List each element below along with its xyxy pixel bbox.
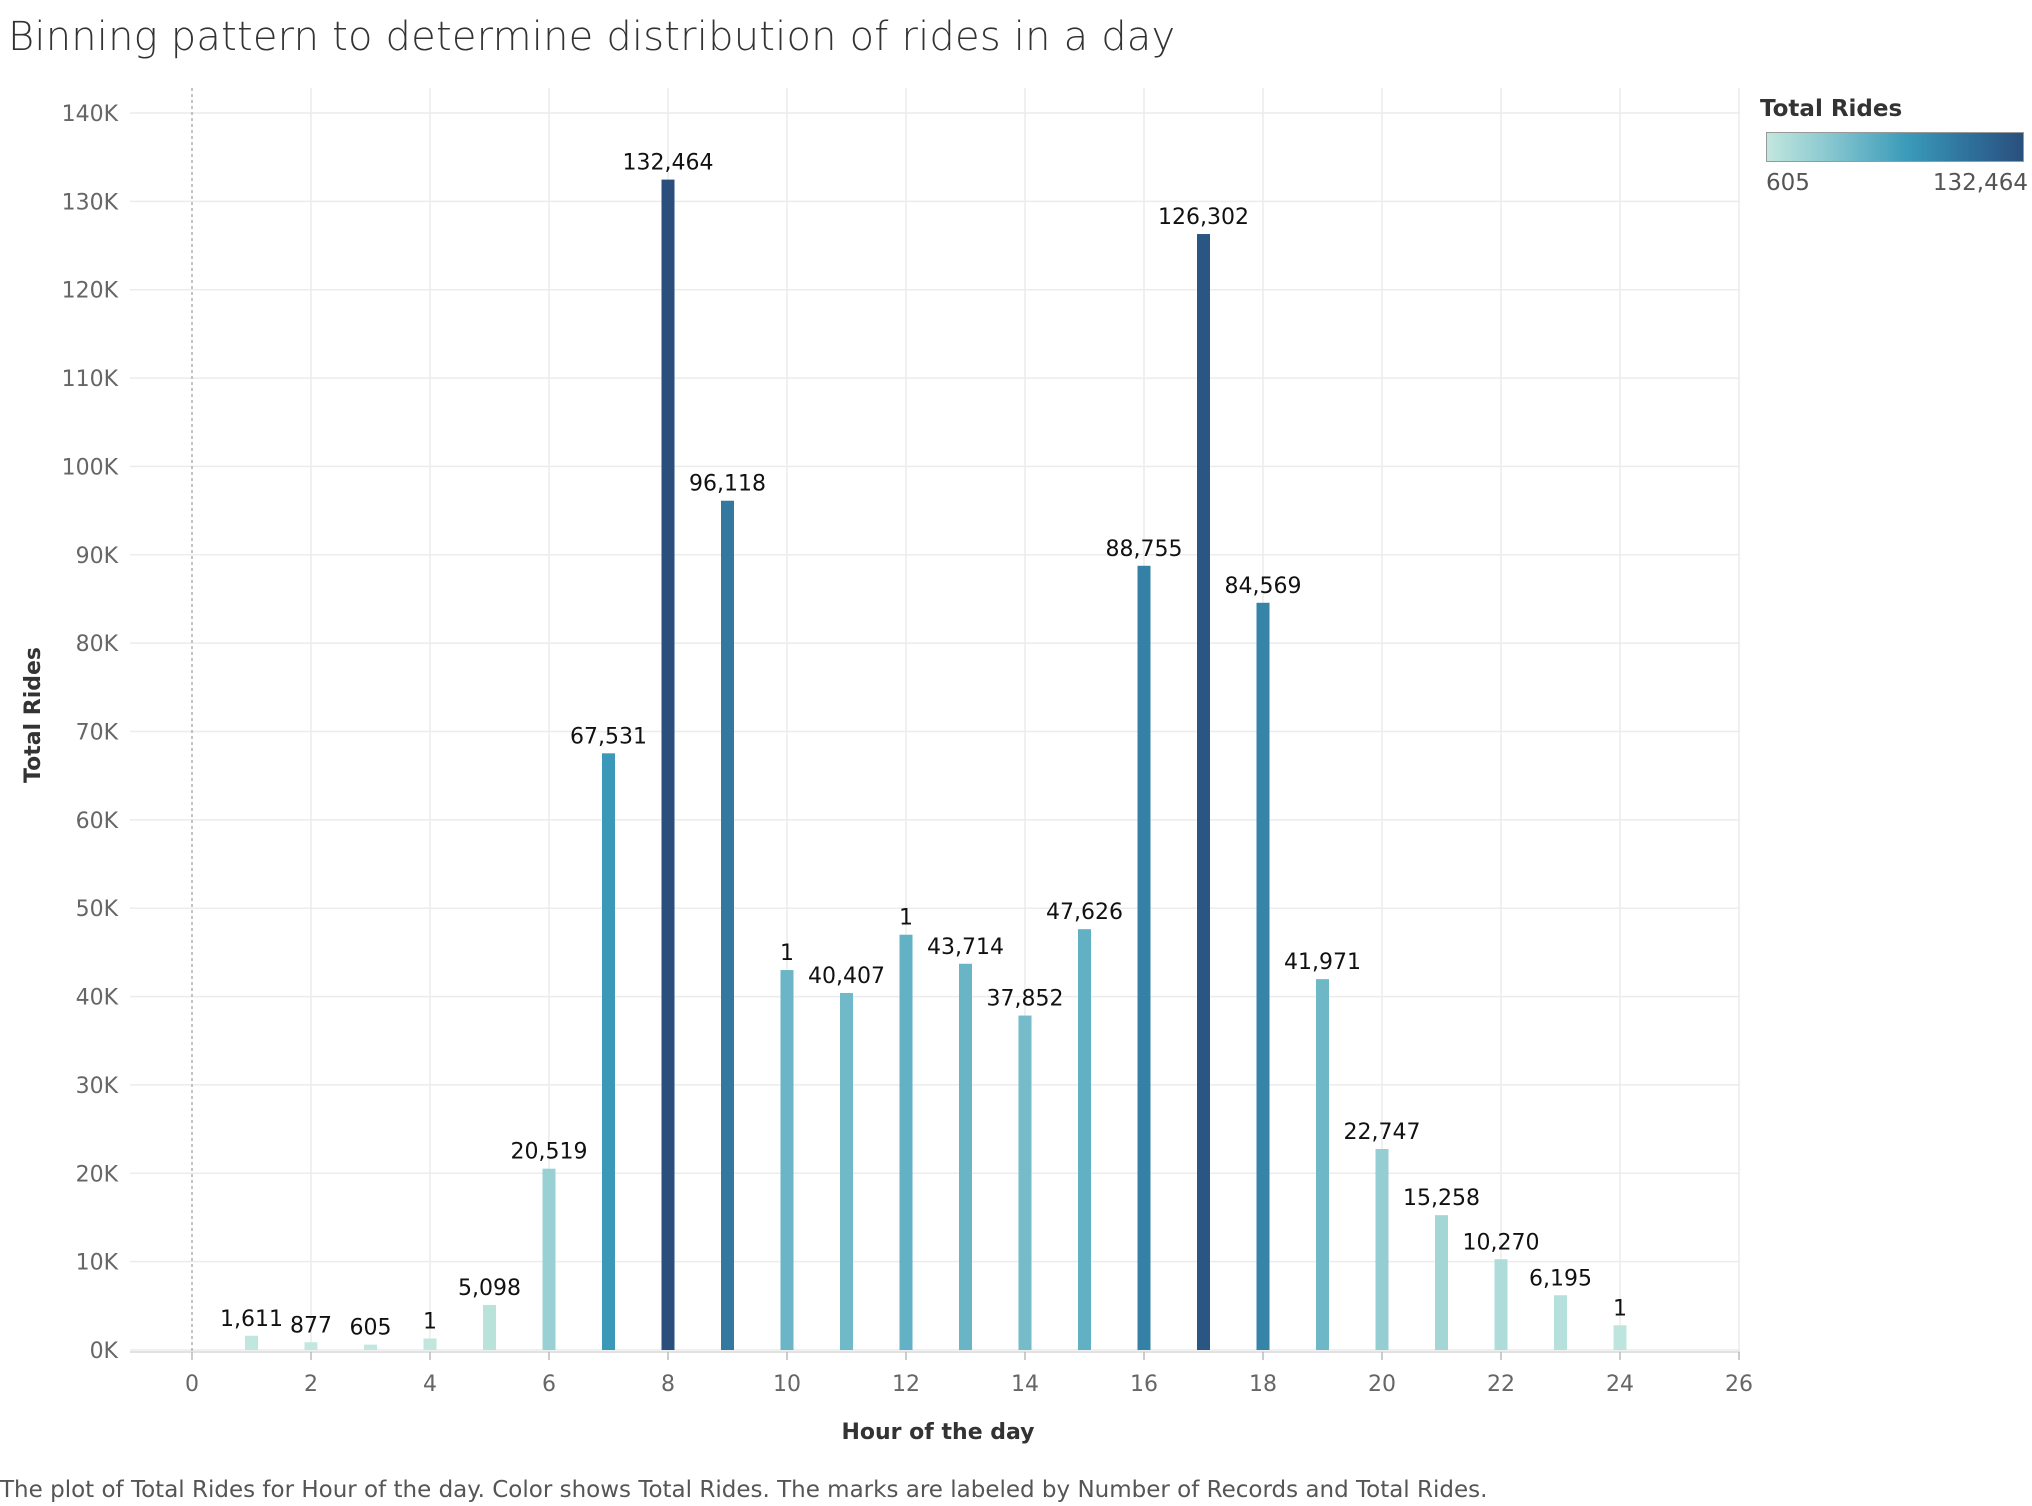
x-axis: 0 2 4 6 8 10 12 14 16 18 20 22 24 26 [130,1351,1753,1397]
bar [1078,929,1091,1350]
bar [1435,1215,1448,1350]
bar-value-label: 6,195 [1529,1266,1592,1291]
bar [304,1342,318,1350]
x-tick-label: 0 [185,1372,199,1397]
y-tick-label: 10K [76,1251,119,1276]
bar [1375,1149,1389,1350]
x-tick-label: 10 [773,1372,801,1397]
bar [780,970,794,1350]
legend-min-label: 605 [1766,170,1810,196]
bar [1197,234,1210,1350]
y-tick-label: 30K [76,1074,119,1099]
bar-value-label: 1 [780,941,794,966]
x-tick-label: 16 [1130,1372,1158,1397]
bar [364,1344,377,1350]
y-tick-label: 120K [62,279,119,304]
legend-gradient [1766,132,2024,162]
x-tick-label: 22 [1487,1372,1515,1397]
y-tick-label: 130K [62,190,119,215]
y-tick-label: 70K [76,721,119,746]
y-tick-label: 0K [90,1339,119,1364]
bar [1316,979,1329,1350]
bar-value-label: 1 [1613,1296,1627,1321]
bar-value-label: 43,714 [927,935,1004,960]
bar-value-label: 5,098 [458,1276,521,1301]
bar [840,992,853,1350]
y-tick-label: 90K [76,544,119,569]
y-tick-label: 20K [76,1162,119,1187]
x-tick-label: 26 [1725,1372,1753,1397]
bar [959,963,972,1350]
bar-value-label: 132,464 [623,151,714,176]
bar [1137,565,1151,1350]
bar-value-label: 1 [423,1310,437,1335]
y-tick-label: 40K [76,986,119,1011]
bar-value-label: 40,407 [808,964,885,989]
bar-value-label: 15,258 [1403,1186,1480,1211]
chart-title: Binning pattern to determine distributio… [8,14,1176,60]
bar-value-label: 84,569 [1225,574,1302,599]
bar [542,1168,556,1350]
bar-value-label: 1 [899,906,913,931]
x-tick-label: 8 [661,1372,675,1397]
color-legend: Total Rides 605 132,464 [1757,96,2032,206]
bar [661,179,675,1350]
x-tick-label: 20 [1368,1372,1396,1397]
x-tick-label: 24 [1606,1372,1634,1397]
gridlines [130,88,1740,1352]
x-tick-label: 2 [304,1372,318,1397]
y-axis: 0K 10K 20K 30K 40K 50K 60K 70K 80K 90K 100K 110K 120… [62,102,119,1364]
y-tick-label: 50K [76,897,119,922]
bar-chart: 0 2 4 6 8 10 12 14 16 18 20 22 24 26 0K10K20K30K40K50… [21,88,1753,1445]
legend-title: Total Rides [1760,96,1903,122]
x-tick-label: 4 [423,1372,437,1397]
y-tick-label: 100K [62,455,119,480]
bar [602,753,615,1350]
bar-value-label: 20,519 [511,1140,588,1165]
bar [721,500,734,1350]
bar-value-label: 10,270 [1463,1230,1540,1255]
bars [245,179,1627,1350]
bar [483,1304,496,1350]
bar [423,1338,437,1350]
chart-caption: The plot of Total Rides for Hour of the … [0,1477,1488,1503]
y-tick-label: 60K [76,809,119,834]
x-tick-label: 18 [1249,1372,1277,1397]
bar-value-label: 22,747 [1344,1120,1421,1145]
bar-value-label: 605 [350,1316,392,1341]
bar [1018,1015,1032,1350]
x-tick-label: 12 [892,1372,920,1397]
bar-value-label: 96,118 [689,472,766,497]
x-tick-label: 14 [1011,1372,1039,1397]
bar-value-label: 67,531 [570,724,647,749]
bar-value-label: 47,626 [1046,900,1123,925]
bar-value-label: 877 [290,1313,332,1338]
bar-value-label: 1,611 [220,1307,283,1332]
bar [1554,1295,1567,1350]
bar [1613,1325,1627,1350]
bar-value-label: 88,755 [1106,537,1183,562]
bar [245,1335,258,1350]
data-labels: 1,611 877 605 1 5,098 20,519 67,531 132,464 96,1… [220,151,1627,1341]
bar [1256,602,1270,1350]
bar [899,934,913,1350]
bar-value-label: 37,852 [987,987,1064,1012]
y-axis-title: Total Rides [21,647,46,783]
x-axis-title: Hour of the day [841,1420,1034,1445]
y-tick-label: 140K [62,102,119,127]
bar-value-label: 126,302 [1158,205,1249,230]
y-tick-label: 80K [76,632,119,657]
bar-value-label: 41,971 [1284,950,1361,975]
legend-max-label: 132,464 [1932,170,2028,196]
x-tick-label: 6 [542,1372,556,1397]
bar [1494,1259,1508,1350]
y-tick-label: 110K [62,367,119,392]
